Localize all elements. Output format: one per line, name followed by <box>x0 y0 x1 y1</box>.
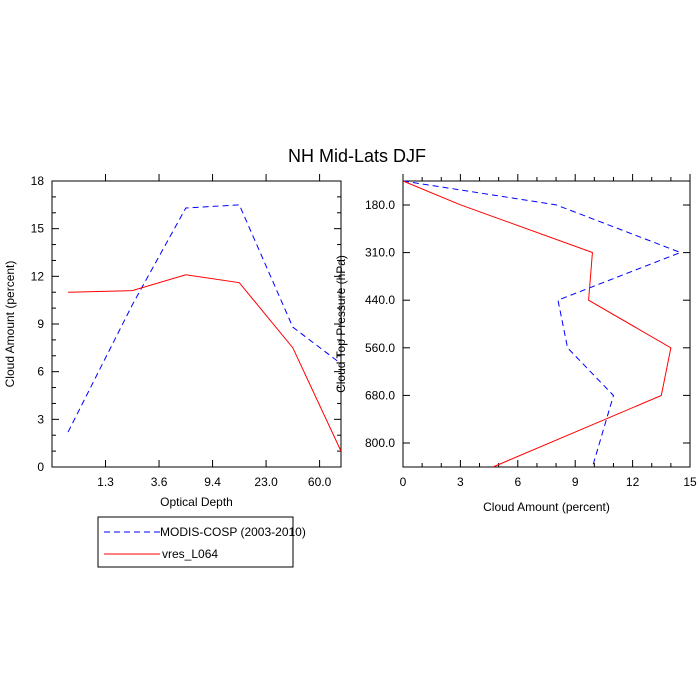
right-plot-frame <box>402 180 691 468</box>
right-y-tick-label: 560.0 <box>365 341 395 355</box>
left-x-tick-label: 9.4 <box>204 475 221 489</box>
right-x-axis-title: Cloud Amount (percent) <box>483 500 610 514</box>
left-series-line-vres <box>68 274 342 452</box>
right-chart: 0 3 6 9 12 15 180.0 310.0 440.0 560.0 680.0 800.0 Cl… <box>334 174 697 514</box>
left-y-tick-label: 6 <box>37 365 44 379</box>
right-y-tick-label: 180.0 <box>365 198 395 212</box>
legend-label-vres: vres_L064 <box>162 547 218 561</box>
right-x-tick-label: 15 <box>683 475 697 489</box>
right-x-tick-label: 6 <box>514 475 521 489</box>
right-x-tick-label: 3 <box>457 475 464 489</box>
right-y-tick-label: 440.0 <box>365 293 395 307</box>
left-x-axis-title: Optical Depth <box>160 495 233 509</box>
left-y-tick-label: 9 <box>37 317 44 331</box>
left-y-axis-title: Cloud Amount (percent) <box>3 261 17 388</box>
left-chart: 0 3 6 9 12 15 18 1.3 3.6 9.4 23.0 60.0 Optical Depth… <box>3 174 342 509</box>
right-y-tick-label: 800.0 <box>365 436 395 450</box>
right-y-tick-label: 310.0 <box>365 246 395 260</box>
left-series-line-modis <box>67 204 342 433</box>
left-y-tick-label: 18 <box>31 174 45 188</box>
right-x-tick-label: 12 <box>626 475 640 489</box>
right-x-tick-label: 0 <box>400 475 407 489</box>
left-x-tick-label: 60.0 <box>308 475 332 489</box>
chart-title: NH Mid-Lats DJF <box>288 146 426 166</box>
legend-box <box>97 516 294 568</box>
left-y-tick-label: 0 <box>37 460 44 474</box>
left-x-tick-label: 1.3 <box>97 475 114 489</box>
right-y-axis-title: Cloud Top Pressure (hPa) <box>334 255 348 393</box>
left-x-tick-label: 23.0 <box>254 475 278 489</box>
left-x-tick-label: 3.6 <box>151 475 168 489</box>
left-y-tick-label: 15 <box>31 222 45 236</box>
right-series-line-vres <box>402 180 672 468</box>
right-x-tick-label: 9 <box>572 475 579 489</box>
legend: MODIS-COSP (2003-2010) vres_L064 <box>97 516 306 568</box>
legend-label-modis: MODIS-COSP (2003-2010) <box>160 525 306 539</box>
left-y-tick-label: 3 <box>37 412 44 426</box>
left-y-tick-label: 12 <box>31 269 45 283</box>
right-y-tick-label: 680.0 <box>365 388 395 402</box>
right-series-line-modis <box>402 180 682 468</box>
